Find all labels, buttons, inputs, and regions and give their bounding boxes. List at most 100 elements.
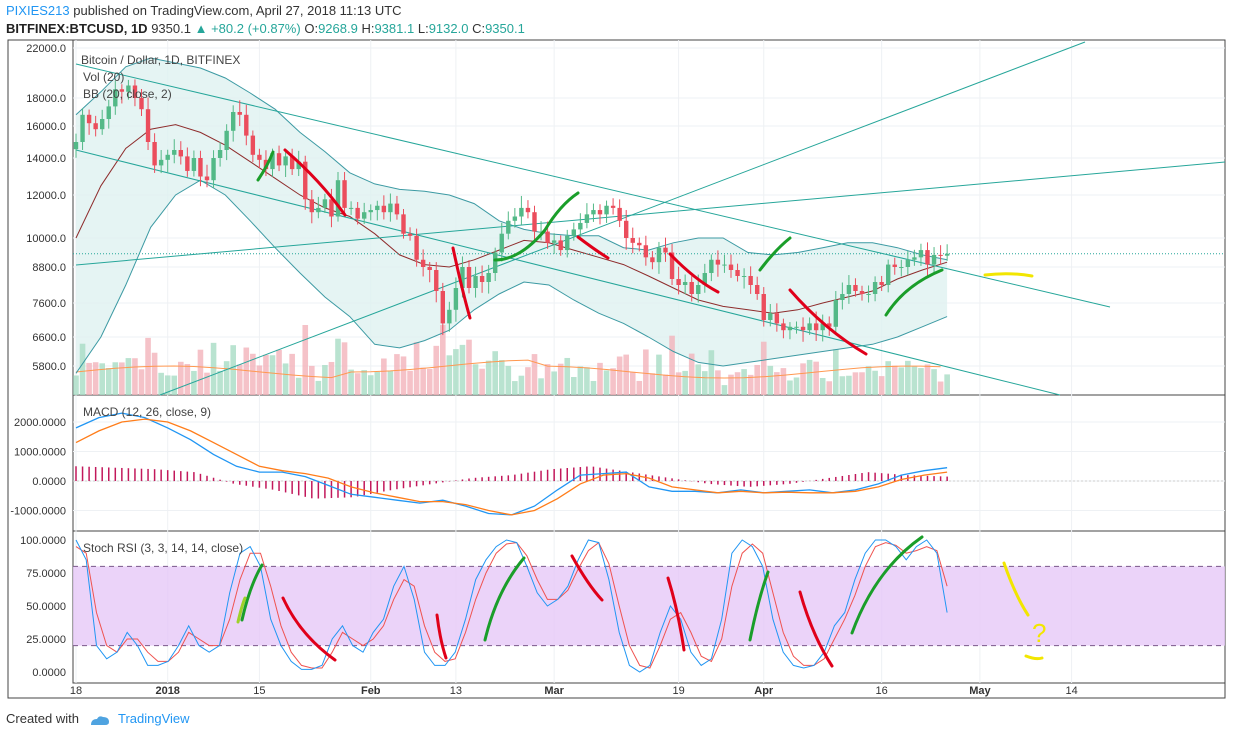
volume-bar bbox=[440, 325, 446, 395]
low-label: L: bbox=[417, 21, 429, 36]
price-y-tick: 16000.0 bbox=[26, 121, 66, 133]
bollinger-lower-line bbox=[75, 179, 948, 374]
candle-body bbox=[375, 205, 380, 211]
stoch-band-fill bbox=[73, 566, 1225, 646]
volume-bar bbox=[276, 349, 282, 395]
hand-drawn-annotation bbox=[758, 236, 792, 272]
price-y-tick: 12000.0 bbox=[26, 190, 66, 202]
candle-body bbox=[100, 119, 105, 130]
stoch-d-line bbox=[75, 541, 948, 669]
volume-bar bbox=[577, 366, 584, 395]
last-price: 9350.1 bbox=[151, 21, 191, 36]
candle-body bbox=[119, 89, 125, 92]
candle-body bbox=[892, 264, 897, 267]
candle-body bbox=[434, 270, 439, 291]
candle-body bbox=[794, 326, 799, 328]
candle-body bbox=[211, 158, 216, 181]
candle-body bbox=[761, 294, 766, 320]
candle-body bbox=[204, 176, 210, 181]
candle-body bbox=[73, 142, 79, 150]
volume-bar bbox=[584, 367, 590, 395]
chart-outer-frame bbox=[7, 39, 1226, 699]
volume-bar bbox=[846, 375, 852, 395]
price-y-tick: 8800.0 bbox=[32, 262, 66, 274]
candle-body bbox=[158, 159, 164, 166]
x-axis-tick: Feb bbox=[361, 685, 381, 697]
candle-body bbox=[506, 220, 511, 234]
volume-bar bbox=[302, 325, 309, 395]
volume-bar bbox=[734, 372, 741, 395]
candle-body bbox=[800, 326, 806, 331]
volume-bar bbox=[551, 371, 557, 395]
volume-bar bbox=[564, 357, 571, 395]
candle-body bbox=[296, 161, 301, 170]
up-arrow-icon: ▲ bbox=[194, 21, 208, 36]
candle-body bbox=[283, 156, 288, 166]
candle-body bbox=[722, 264, 727, 266]
hand-drawn-annotation bbox=[983, 272, 1034, 278]
candle-body bbox=[551, 240, 557, 243]
candle-body bbox=[80, 114, 85, 142]
candle-body bbox=[152, 142, 157, 166]
x-axis-tick: 2018 bbox=[155, 685, 179, 697]
volume-bar bbox=[885, 361, 891, 395]
volume-bar bbox=[702, 371, 708, 395]
volume-bar bbox=[485, 360, 492, 395]
candle-body bbox=[813, 323, 819, 331]
hand-drawn-annotation bbox=[788, 288, 868, 356]
volume-bar bbox=[328, 361, 335, 395]
volume-bar bbox=[826, 381, 833, 395]
volume-bar bbox=[367, 375, 374, 395]
volume-bar bbox=[158, 372, 164, 395]
candle-body bbox=[388, 203, 393, 213]
hand-drawn-annotation bbox=[570, 554, 604, 602]
volume-bar bbox=[538, 378, 544, 395]
volume-bar bbox=[453, 349, 459, 395]
candle-body bbox=[859, 291, 865, 294]
volume-bar bbox=[73, 375, 79, 395]
candle-body bbox=[741, 276, 747, 277]
candle-body bbox=[879, 282, 884, 285]
volume-bar bbox=[669, 335, 675, 395]
price-y-tick: 18000.0 bbox=[26, 93, 66, 105]
volume-bar bbox=[662, 374, 669, 395]
candle-body bbox=[682, 282, 688, 285]
bollinger-basis-line bbox=[75, 124, 948, 314]
volume-bar bbox=[839, 376, 846, 395]
volume-bar bbox=[289, 353, 295, 395]
hand-drawn-annotation bbox=[240, 563, 264, 622]
candle-body bbox=[755, 285, 760, 294]
volume-bar bbox=[518, 375, 525, 395]
candle-body bbox=[172, 150, 177, 155]
tradingview-link[interactable]: TradingView bbox=[118, 711, 190, 726]
candle-body bbox=[735, 270, 740, 276]
volume-bar bbox=[760, 341, 767, 395]
macd-pane-title: MACD (12, 26, close, 9) bbox=[83, 405, 211, 419]
publisher-name[interactable]: PIXIES213 bbox=[6, 3, 70, 18]
hand-drawn-annotation bbox=[236, 596, 247, 624]
stoch-y-tick: 0.0000 bbox=[32, 667, 66, 679]
candle-body bbox=[938, 254, 943, 256]
hand-drawn-annotation bbox=[281, 596, 337, 662]
question-mark-annotation: ? bbox=[1032, 618, 1046, 648]
volume-bar bbox=[295, 377, 302, 395]
volume-bar bbox=[119, 362, 125, 395]
volume-bar bbox=[79, 343, 86, 395]
volume-bar bbox=[905, 360, 911, 395]
candle-body bbox=[401, 214, 406, 234]
volume-bar bbox=[466, 339, 472, 395]
volume-bar bbox=[243, 347, 250, 395]
candle-body bbox=[931, 254, 937, 265]
candle-body bbox=[781, 323, 786, 331]
candle-body bbox=[787, 326, 793, 331]
hand-drawn-annotation bbox=[884, 268, 944, 317]
candle-body bbox=[185, 156, 190, 171]
candle-body bbox=[355, 207, 360, 219]
candle-body bbox=[912, 257, 917, 260]
volume-bar bbox=[164, 375, 171, 395]
candle-body bbox=[944, 253, 950, 256]
candle-body bbox=[93, 123, 98, 130]
volume-bar bbox=[191, 370, 197, 395]
candle-body bbox=[886, 264, 891, 285]
